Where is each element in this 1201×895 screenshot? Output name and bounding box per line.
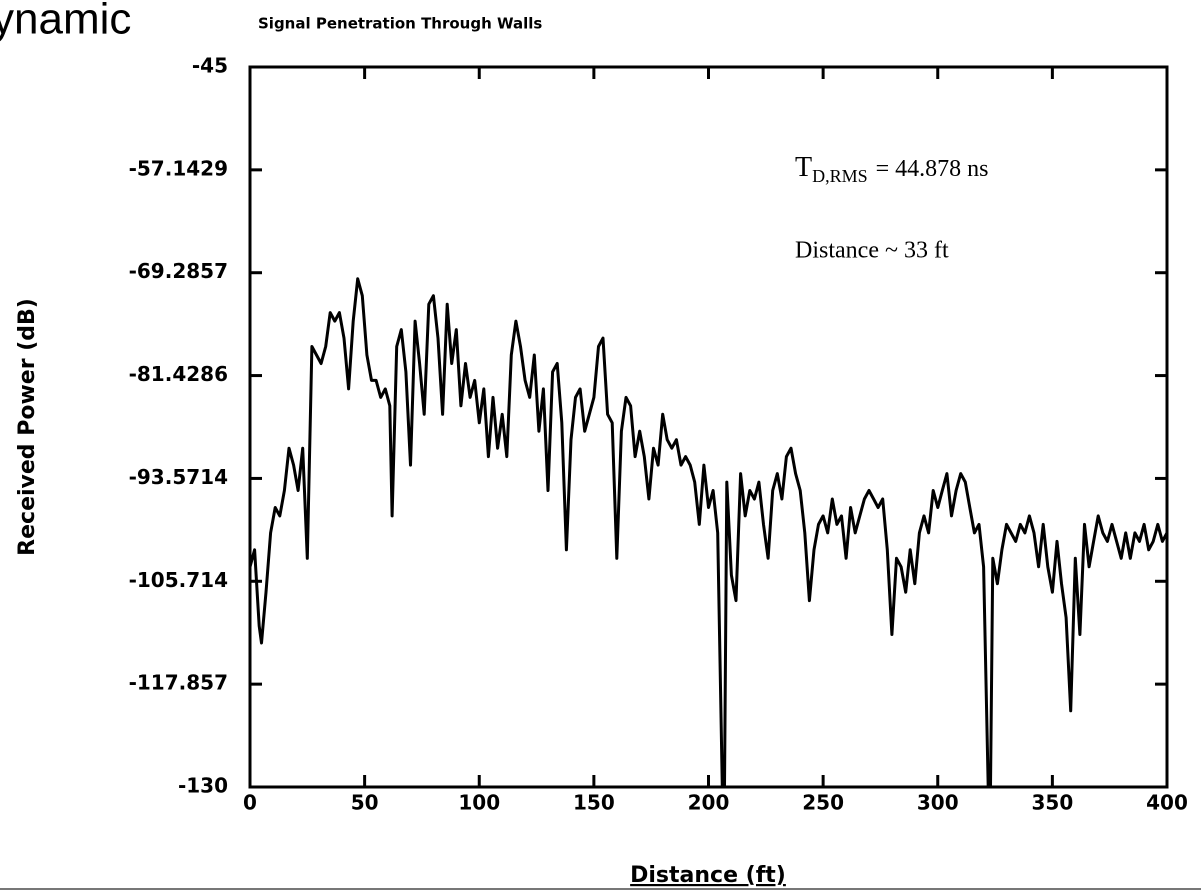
x-tick-label: 150 — [573, 791, 615, 815]
y-tick-label: -45 — [192, 54, 228, 78]
annotation-text: = 44.878 ns — [876, 156, 989, 182]
x-tick-label: 300 — [917, 791, 959, 815]
x-tick-label: 250 — [802, 791, 844, 815]
y-tick-label: -130 — [178, 774, 228, 798]
y-tick-label: -81.4286 — [129, 362, 228, 386]
annotation: Distance ~ 33 ft — [795, 238, 949, 264]
plot-frame — [248, 65, 1169, 789]
x-tick-label: 350 — [1032, 791, 1074, 815]
x-tick-label: 200 — [688, 791, 730, 815]
x-axis-label: Distance (ft) — [630, 863, 786, 888]
chart-title: Signal Penetration Through Walls — [258, 15, 542, 33]
y-axis-label: Received Power (dB) — [15, 298, 40, 556]
x-tick-label: 400 — [1146, 791, 1188, 815]
slide-title: ynamic — [0, 0, 131, 44]
annotation-subscript: D,RMS — [812, 166, 868, 186]
x-tick-label: 0 — [243, 791, 257, 815]
y-tick-label: -69.2857 — [129, 259, 228, 283]
annotation: TD,RMS = 44.878 ns — [795, 152, 989, 186]
annotation-symbol: T — [795, 152, 812, 183]
data-line — [248, 277, 1169, 789]
y-tick-label: -57.1429 — [129, 156, 228, 180]
y-tick-label: -93.5714 — [129, 465, 228, 489]
y-tick-label: -117.857 — [129, 671, 228, 695]
y-tick-label: -105.714 — [129, 568, 228, 592]
x-tick-label: 50 — [351, 791, 379, 815]
x-tick-label: 100 — [458, 791, 500, 815]
